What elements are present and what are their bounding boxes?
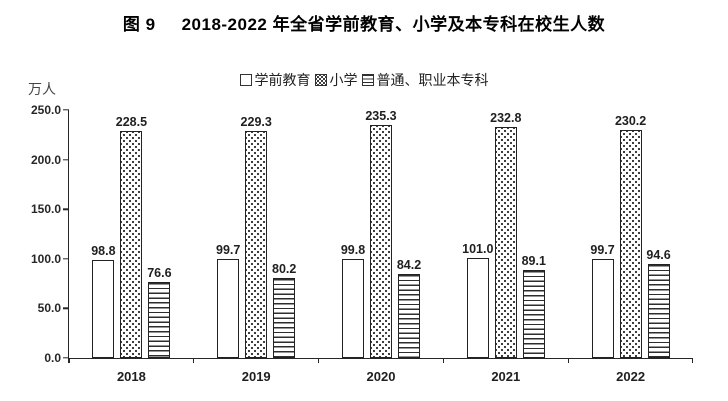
bar-value-label-primary-school-2019: 229.3 bbox=[240, 114, 272, 129]
chart-title: 图 9 2018-2022 年全省学前教育、小学及本专科在校生人数 bbox=[0, 10, 728, 35]
bar-value-label-preschool-2019: 99.7 bbox=[216, 243, 241, 258]
legend-item-college: 普通、职业本专科 bbox=[361, 70, 489, 90]
bar-preschool-2021: 101.0 bbox=[462, 242, 493, 358]
bar-value-label-college-2022: 94.6 bbox=[646, 248, 671, 263]
bar-college-2019: 80.2 bbox=[272, 262, 296, 358]
bar-preschool-2022: 99.7 bbox=[590, 243, 615, 358]
x-axis-tick bbox=[68, 358, 70, 363]
x-axis-tick bbox=[317, 358, 320, 363]
y-axis-tick-label: 50.0 bbox=[37, 301, 61, 316]
bar-value-label-primary-school-2022: 230.2 bbox=[614, 113, 647, 128]
y-axis-tick-label: 250.0 bbox=[30, 103, 61, 117]
bar-group-2021: 101.0 232.8 89.1 2021 bbox=[443, 110, 568, 384]
bar-primary-school-2018: 228.5 bbox=[116, 115, 147, 358]
x-axis-tick bbox=[442, 358, 445, 363]
bar-value-label-primary-school-2020: 235.3 bbox=[365, 108, 397, 123]
legend-marker-primary-school bbox=[314, 74, 327, 86]
bar-college-2021: 89.1 bbox=[522, 254, 546, 358]
bar-value-label-primary-school-2018: 228.5 bbox=[115, 115, 148, 130]
y-axis-tick-label: 200.0 bbox=[30, 152, 61, 167]
legend-item-primary-school: 小学 bbox=[314, 70, 358, 90]
y-axis-tick bbox=[63, 109, 69, 111]
bar-value-label-college-2020: 84.2 bbox=[396, 258, 422, 273]
bar-value-label-preschool-2021: 101.0 bbox=[462, 241, 494, 256]
bar-preschool-2020: 99.8 bbox=[341, 243, 365, 358]
x-axis-category-label-2020: 2020 bbox=[366, 369, 396, 384]
bar-preschool-2018: 98.8 bbox=[91, 244, 116, 358]
chart-title-prefix: 图 9 bbox=[122, 15, 156, 34]
x-axis-tick bbox=[567, 358, 569, 363]
legend-item-preschool: 学前教育 bbox=[239, 70, 311, 90]
bar-value-label-preschool-2018: 98.8 bbox=[91, 244, 116, 258]
bar-value-label-preschool-2020: 99.8 bbox=[340, 243, 366, 257]
bar-value-label-college-2021: 89.1 bbox=[521, 253, 546, 268]
x-axis-category-label-2018: 2018 bbox=[116, 369, 146, 384]
bar-primary-school-2019: 229.3 bbox=[241, 115, 272, 358]
legend-label-preschool: 学前教育 bbox=[254, 72, 311, 88]
plot-area: 250.0 200.0 150.0 100.0 50.0 0.0 98.8 228.5 76.6… bbox=[31, 103, 693, 384]
y-axis-tick bbox=[63, 258, 69, 260]
y-axis-tick bbox=[63, 158, 69, 161]
chart-title-text: 2018-2022 年全省学前教育、小学及本专科在校生人数 bbox=[181, 15, 606, 34]
legend: 学前教育 小学 普通、职业本专科 bbox=[0, 70, 728, 90]
bar-college-2018: 76.6 bbox=[147, 266, 172, 358]
y-axis-tick-label: 100.0 bbox=[30, 251, 61, 266]
bar-primary-school-2022: 230.2 bbox=[615, 114, 646, 358]
y-axis-unit-label: 万人 bbox=[28, 81, 56, 97]
legend-marker-preschool bbox=[239, 74, 252, 86]
bar-preschool-2019: 99.7 bbox=[216, 243, 240, 358]
bar-group-2019: 99.7 229.3 80.2 2019 bbox=[194, 110, 319, 384]
legend-marker-college bbox=[361, 74, 374, 86]
y-axis-tick bbox=[63, 357, 69, 359]
x-axis-tick bbox=[193, 358, 195, 363]
bar-primary-school-2020: 235.3 bbox=[365, 109, 397, 358]
bar-group-2022: 99.7 230.2 94.6 2022 bbox=[568, 110, 693, 384]
legend-label-college: 普通、职业本专科 bbox=[376, 72, 489, 88]
x-axis-category-label-2022: 2022 bbox=[616, 369, 646, 384]
bar-value-label-primary-school-2021: 232.8 bbox=[490, 111, 522, 126]
x-axis-tick bbox=[691, 358, 693, 363]
bar-value-label-college-2019: 80.2 bbox=[272, 262, 297, 277]
y-axis-tick bbox=[63, 307, 69, 310]
bar-group-2020: 99.8 235.3 84.2 2020 bbox=[319, 109, 444, 384]
y-axis-tick-label: 150.0 bbox=[30, 202, 61, 217]
bar-value-label-preschool-2022: 99.7 bbox=[590, 243, 615, 258]
bar-primary-school-2021: 232.8 bbox=[490, 111, 521, 358]
bar-college-2020: 84.2 bbox=[397, 258, 421, 358]
legend-label-primary-school: 小学 bbox=[329, 72, 358, 88]
y-axis-tick-label: 0.0 bbox=[44, 351, 61, 365]
bar-value-label-college-2018: 76.6 bbox=[147, 266, 172, 281]
x-axis-category-label-2021: 2021 bbox=[491, 369, 521, 384]
y-axis-tick bbox=[63, 208, 69, 210]
x-axis-category-label-2019: 2019 bbox=[241, 369, 271, 384]
bar-college-2022: 94.6 bbox=[646, 248, 671, 358]
bar-group-2018: 98.8 228.5 76.6 2018 bbox=[69, 110, 194, 384]
